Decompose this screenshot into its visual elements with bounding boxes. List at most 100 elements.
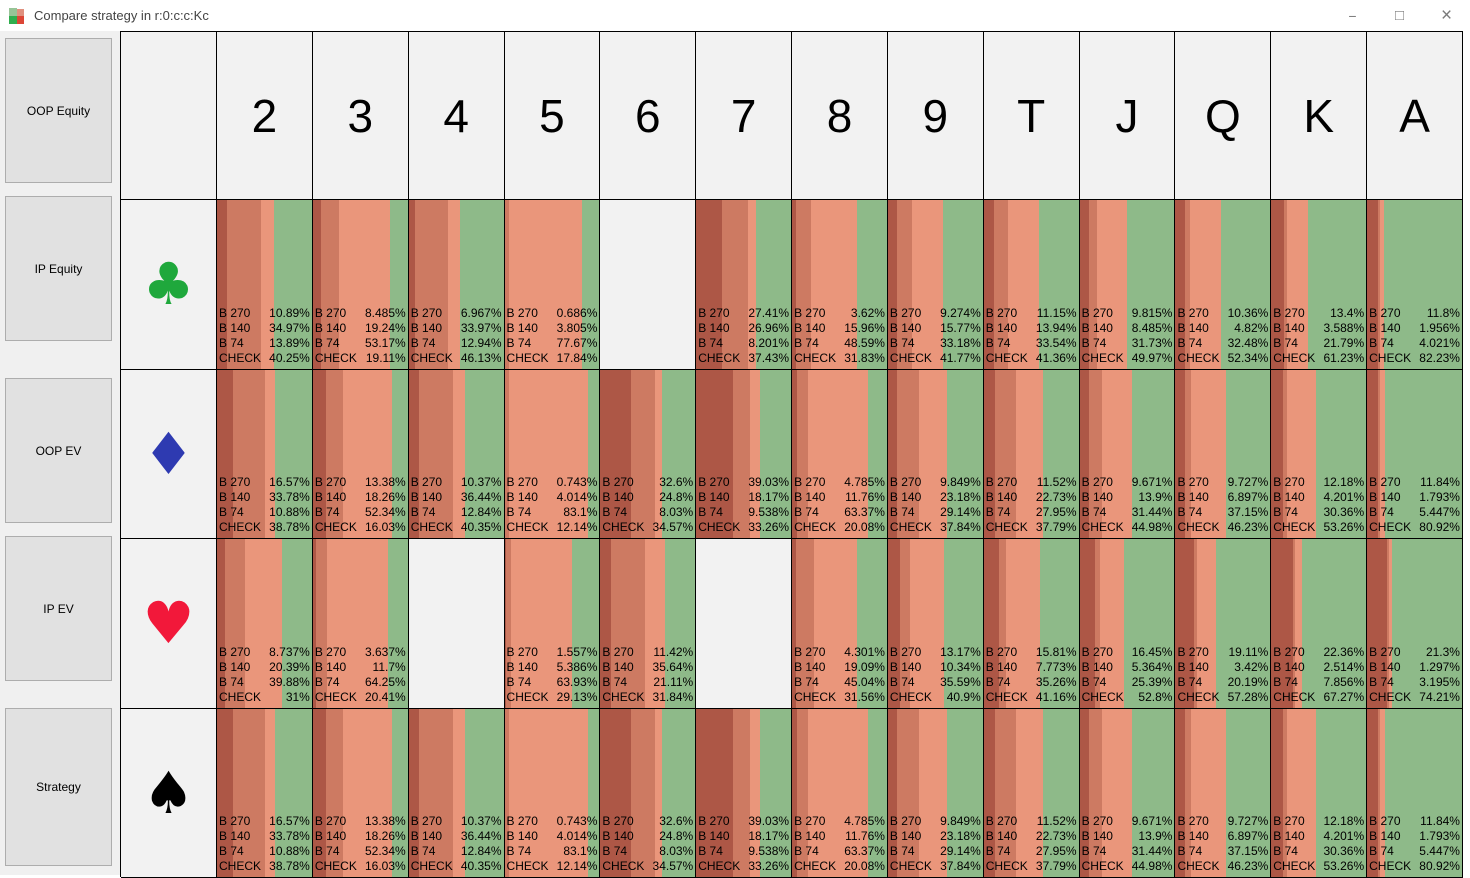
strategy-cell-6club[interactable] (600, 200, 696, 370)
action-frequency: 21.11% (653, 675, 693, 690)
action-frequency: 37.84% (940, 520, 981, 535)
action-frequency: 4.82% (1234, 321, 1268, 336)
action-frequency: 4.201% (1323, 490, 1364, 505)
action-frequency: 9.727% (1228, 814, 1269, 829)
action-frequency: 9.671% (1132, 475, 1173, 490)
action-label: B 74 (602, 675, 627, 690)
action-frequency: 22.73% (1036, 490, 1077, 505)
action-frequency: 1.793% (1419, 490, 1460, 505)
action-label: B 74 (507, 675, 532, 690)
action-label: CHECK (1177, 690, 1219, 705)
sidebar-button-oop-equity[interactable]: OOP Equity (5, 38, 112, 183)
action-label: B 74 (1082, 336, 1107, 351)
action-frequency: 9.727% (1228, 475, 1269, 490)
minimize-icon[interactable]: − (1329, 0, 1376, 31)
action-frequency: 37.15% (1228, 844, 1269, 859)
maximize-icon[interactable]: □ (1376, 0, 1423, 31)
action-label: B 270 (1082, 814, 1113, 829)
action-frequency: 35.26% (1036, 675, 1077, 690)
action-label: B 74 (698, 844, 723, 859)
sidebar-button-ip-ev[interactable]: IP EV (5, 536, 112, 681)
action-label: B 140 (698, 321, 729, 336)
action-frequency: 37.79% (1036, 520, 1077, 535)
strategy-cell-4heart[interactable] (409, 539, 505, 709)
sidebar-button-strategy[interactable]: Strategy (5, 708, 112, 866)
action-frequency: 29.14% (940, 844, 981, 859)
sidebar-button-oop-ev[interactable]: OOP EV (5, 378, 112, 523)
action-label: B 140 (1273, 660, 1304, 675)
sidebar-button-ip-equity[interactable]: IP Equity (5, 196, 112, 341)
strategy-cell-7heart[interactable] (696, 539, 792, 709)
action-label: B 74 (411, 505, 436, 520)
action-frequency: 30.36% (1323, 505, 1364, 520)
action-frequency: 24.8% (659, 490, 693, 505)
action-frequency: 0.686% (557, 306, 598, 321)
action-frequency: 8.485% (1132, 321, 1173, 336)
action-frequency: 19.11% (366, 351, 406, 366)
close-icon[interactable]: × (1423, 0, 1470, 31)
